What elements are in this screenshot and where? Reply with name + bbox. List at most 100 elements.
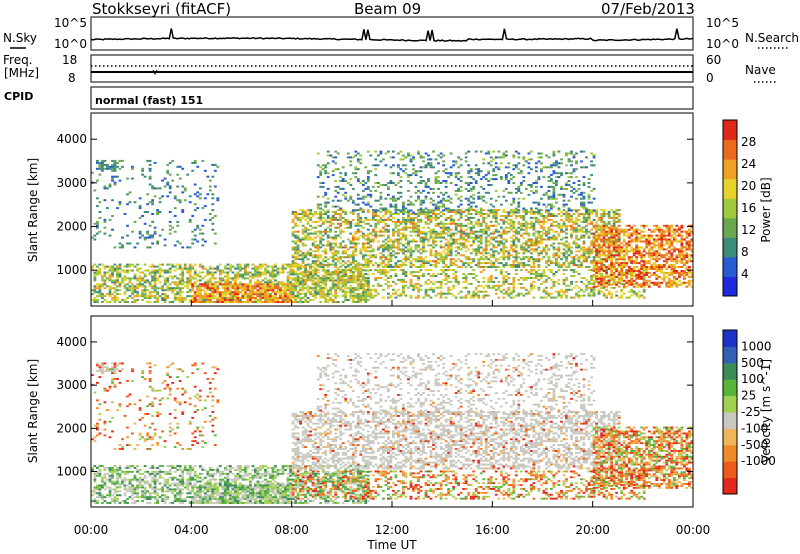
power-cell bbox=[301, 230, 305, 233]
power-cell bbox=[103, 265, 107, 268]
power-cell bbox=[484, 228, 488, 231]
power-cell bbox=[545, 252, 548, 255]
power-cell bbox=[291, 256, 295, 259]
power-cell bbox=[98, 285, 102, 288]
power-cell bbox=[499, 271, 503, 274]
power-cell bbox=[489, 277, 493, 279]
power-cell bbox=[221, 283, 225, 286]
power-cell bbox=[306, 277, 310, 279]
power-cell bbox=[387, 234, 390, 237]
power-cell bbox=[449, 218, 453, 221]
power-cell bbox=[143, 291, 147, 294]
power-cell bbox=[562, 280, 566, 283]
power-cell bbox=[211, 277, 215, 280]
power-cell bbox=[296, 256, 300, 259]
power-cell bbox=[447, 269, 451, 272]
power-cell bbox=[351, 297, 355, 299]
power-cell bbox=[457, 166, 461, 169]
power-cell bbox=[504, 290, 508, 293]
power-cell bbox=[469, 207, 473, 210]
power-cell bbox=[472, 193, 476, 196]
power-cell bbox=[392, 234, 395, 237]
power-cell bbox=[341, 230, 345, 233]
power-cell bbox=[577, 230, 581, 233]
power-cell bbox=[597, 284, 601, 287]
power-cell bbox=[113, 281, 117, 284]
power-cell bbox=[492, 264, 496, 267]
power-cell bbox=[289, 291, 293, 294]
power-cell bbox=[324, 269, 328, 272]
power-cell bbox=[587, 248, 591, 251]
power-cell bbox=[374, 230, 378, 233]
power-cell bbox=[397, 218, 400, 221]
power-cell bbox=[537, 288, 541, 291]
power-cell bbox=[201, 295, 205, 298]
power-cell bbox=[439, 254, 443, 257]
power-cell bbox=[294, 297, 298, 299]
power-cell bbox=[427, 191, 430, 194]
power-cell bbox=[223, 299, 227, 301]
power-cell bbox=[532, 262, 536, 265]
power-cell bbox=[489, 164, 493, 167]
power-cell bbox=[535, 248, 538, 251]
power-cell bbox=[472, 292, 476, 295]
power-cell bbox=[136, 293, 140, 296]
power-cell bbox=[264, 301, 267, 303]
power-cell bbox=[126, 289, 129, 292]
power-cell bbox=[98, 289, 102, 292]
power-cell bbox=[371, 238, 375, 241]
power-cell bbox=[442, 222, 446, 225]
power-cell bbox=[429, 248, 433, 251]
power-cell bbox=[354, 244, 358, 247]
power-cell bbox=[555, 262, 558, 265]
power-cell bbox=[442, 260, 446, 263]
power-cell bbox=[550, 224, 553, 227]
power-cell bbox=[128, 287, 132, 290]
power-cell bbox=[191, 295, 195, 298]
power-cell bbox=[156, 291, 160, 294]
power-cell bbox=[236, 301, 240, 303]
power-cell bbox=[394, 264, 398, 267]
power-cell bbox=[414, 296, 418, 299]
power-cell bbox=[379, 284, 383, 287]
power-cell bbox=[354, 301, 358, 303]
power-cell bbox=[249, 301, 252, 303]
power-cell bbox=[166, 289, 170, 292]
power-cell bbox=[236, 275, 240, 278]
power-cell bbox=[324, 275, 328, 278]
power-cell bbox=[590, 228, 594, 231]
power-cell bbox=[324, 230, 328, 233]
power-cell bbox=[93, 273, 97, 276]
power-cell bbox=[389, 269, 393, 272]
power-cell bbox=[306, 216, 310, 219]
power-cell bbox=[264, 283, 267, 286]
power-cell bbox=[489, 262, 493, 265]
power-cell bbox=[522, 242, 526, 245]
power-cell bbox=[512, 286, 516, 289]
power-cell bbox=[188, 267, 192, 270]
power-cell bbox=[103, 281, 107, 284]
power-cell bbox=[397, 266, 400, 268]
power-cell bbox=[572, 264, 576, 267]
power-cell bbox=[346, 152, 350, 155]
power-cell bbox=[281, 271, 285, 274]
power-cell bbox=[266, 295, 270, 298]
power-cell bbox=[429, 218, 433, 221]
power-cell bbox=[359, 271, 363, 274]
power-cell bbox=[499, 218, 503, 221]
power-cell bbox=[356, 213, 360, 215]
power-cell bbox=[472, 240, 476, 243]
power-cell bbox=[434, 234, 438, 237]
power-cell bbox=[394, 207, 398, 210]
power-cell bbox=[324, 256, 328, 259]
power-cell bbox=[620, 296, 624, 299]
power-cell bbox=[116, 273, 119, 276]
power-cell bbox=[535, 242, 538, 245]
power-cell bbox=[587, 218, 591, 221]
power-cell bbox=[116, 265, 119, 268]
power-cell bbox=[203, 287, 207, 290]
power-cell bbox=[397, 252, 400, 255]
power-cell bbox=[163, 279, 167, 282]
power-cell bbox=[452, 294, 456, 297]
power-cell bbox=[299, 240, 303, 243]
